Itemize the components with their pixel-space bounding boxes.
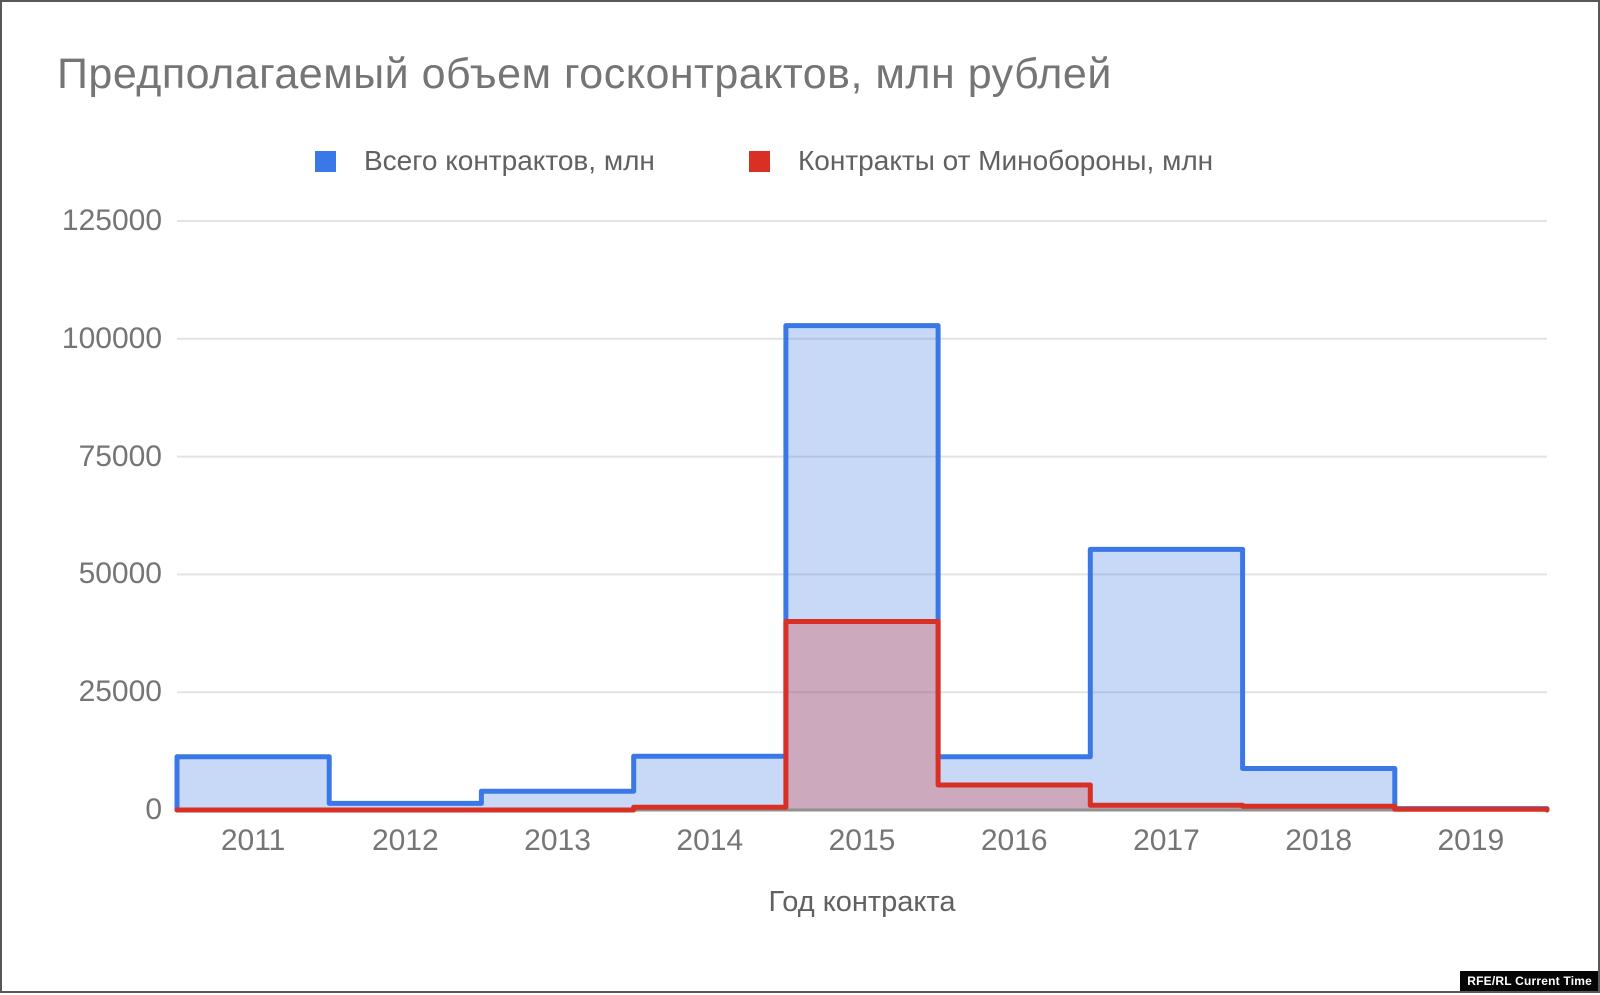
y-tick-label-25000: 25000 [78, 675, 162, 709]
area-defense-contracts [177, 621, 1547, 810]
legend-swatch-red [749, 150, 770, 172]
x-axis-title: Год контракта [768, 886, 956, 918]
x-tick-label-2019: 2019 [1437, 824, 1505, 857]
line-total-contracts [174, 323, 1550, 813]
x-tick-label-2018: 2018 [1285, 824, 1353, 857]
chart-title: Предполагаемый объем госконтрактов, млн … [57, 50, 1112, 98]
y-tick-label-0: 0 [145, 793, 162, 826]
line-defense-contracts [174, 619, 1550, 813]
y-tick-label-100000: 100000 [61, 321, 162, 355]
watermark-badge: RFE/RL Current Time [1460, 971, 1598, 991]
x-tick-label-2014: 2014 [676, 824, 744, 857]
y-tick-label-75000: 75000 [78, 439, 162, 473]
x-tick-label-2013: 2013 [524, 824, 591, 857]
legend-item-defense-contracts: Контракты от Минобороны, млн [749, 145, 1213, 177]
area-total-contracts [177, 325, 1547, 810]
legend-label-defense-contracts: Контракты от Минобороны, млн [798, 145, 1214, 176]
x-tick-label-2012: 2012 [371, 824, 439, 857]
legend-label-total-contracts: Всего контрактов, млн [364, 145, 655, 176]
y-tick-label-50000: 50000 [78, 557, 162, 591]
x-tick-label-2016: 2016 [980, 824, 1048, 857]
x-tick-label-2011: 2011 [220, 824, 286, 857]
y-tick-label-125000: 125000 [61, 204, 162, 237]
x-tick-label-2017: 2017 [1133, 824, 1200, 857]
legend-item-total-contracts: Всего контрактов, млн [315, 145, 655, 177]
legend-swatch-blue [315, 150, 336, 172]
x-tick-label-2015: 2015 [828, 824, 896, 857]
